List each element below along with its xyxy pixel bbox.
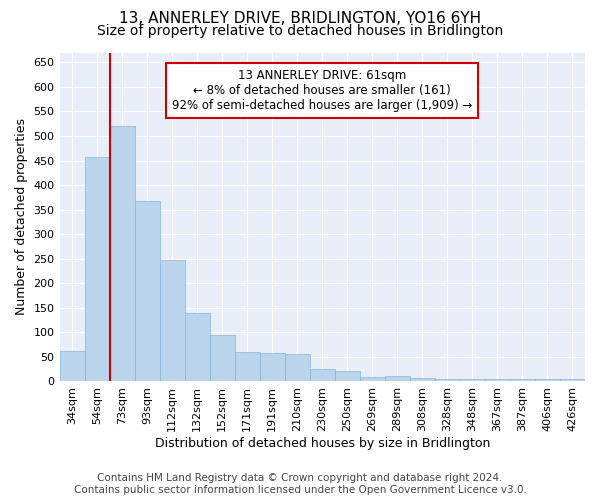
Text: 13 ANNERLEY DRIVE: 61sqm
← 8% of detached houses are smaller (161)
92% of semi-d: 13 ANNERLEY DRIVE: 61sqm ← 8% of detache…	[172, 69, 472, 112]
Text: Contains HM Land Registry data © Crown copyright and database right 2024.
Contai: Contains HM Land Registry data © Crown c…	[74, 474, 526, 495]
Bar	[535, 380, 560, 382]
Bar	[260, 354, 285, 382]
Bar	[285, 354, 310, 382]
Bar	[185, 312, 209, 382]
Bar	[485, 379, 510, 382]
Text: Size of property relative to detached houses in Bridlington: Size of property relative to detached ho…	[97, 24, 503, 38]
Bar	[85, 157, 110, 382]
Bar	[360, 376, 385, 382]
Bar	[235, 352, 260, 382]
Bar	[385, 376, 410, 382]
Bar	[560, 380, 585, 382]
Bar	[410, 378, 435, 382]
Bar	[160, 260, 185, 382]
Bar	[110, 126, 134, 382]
Bar	[134, 201, 160, 382]
Bar	[460, 379, 485, 382]
Bar	[510, 379, 535, 382]
Text: 13, ANNERLEY DRIVE, BRIDLINGTON, YO16 6YH: 13, ANNERLEY DRIVE, BRIDLINGTON, YO16 6Y…	[119, 11, 481, 26]
Bar	[59, 351, 85, 382]
Bar	[435, 378, 460, 382]
Y-axis label: Number of detached properties: Number of detached properties	[15, 118, 28, 316]
Bar	[335, 370, 360, 382]
Bar	[310, 369, 335, 382]
X-axis label: Distribution of detached houses by size in Bridlington: Distribution of detached houses by size …	[155, 437, 490, 450]
Bar	[209, 336, 235, 382]
